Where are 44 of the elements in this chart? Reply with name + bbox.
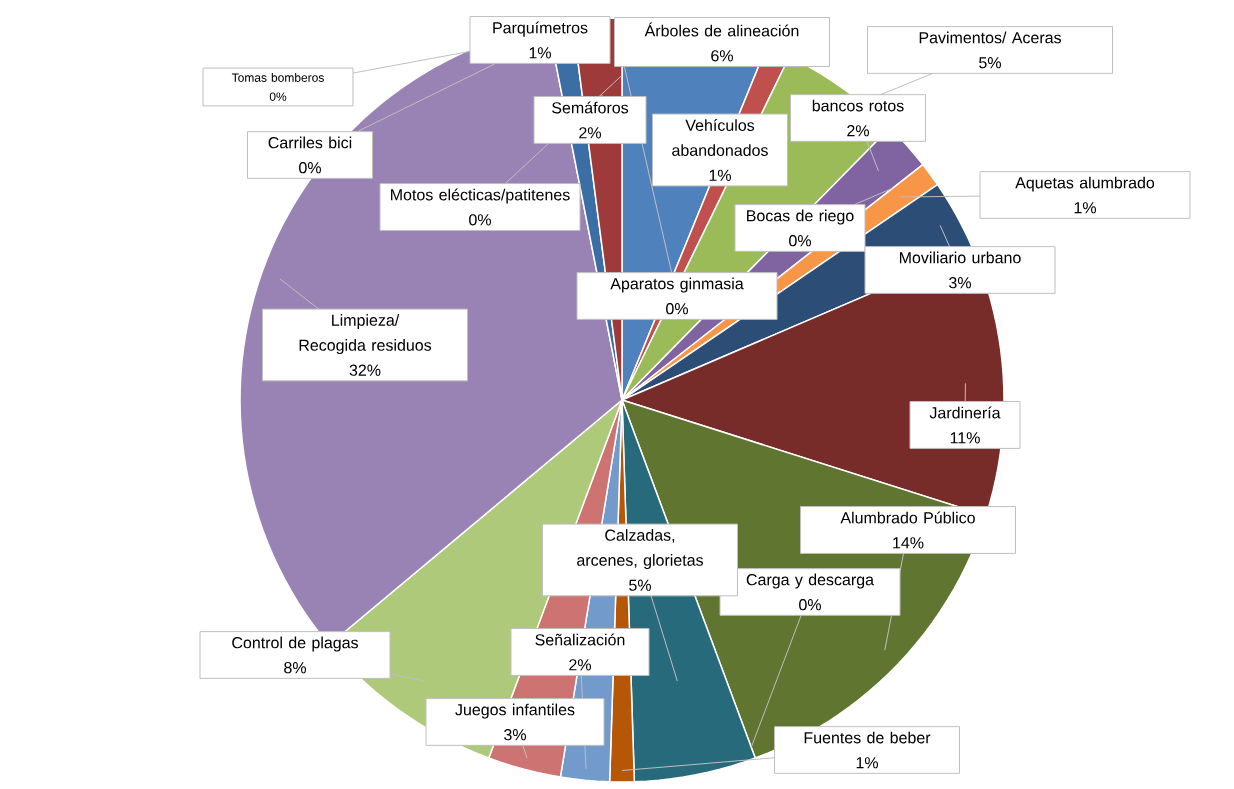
slice-label: Limpieza/ Recogida residuos <box>299 314 432 355</box>
slice-label: Jardinería <box>929 406 1001 419</box>
slice-label: Parquímetros <box>493 21 588 37</box>
data-label: 32% <box>349 364 381 376</box>
slice-label: Juegos infantiles <box>455 703 575 719</box>
slice-label: Pavimentos/ Aceras <box>919 31 1061 44</box>
data-label: 6% <box>711 50 733 62</box>
slice-label: Vehículos abandonados <box>672 119 768 156</box>
category-label: Motos elécticas/patitenes <box>391 188 570 204</box>
category-label: Aparatos ginmasia <box>610 277 744 293</box>
data-label: 5% <box>979 57 1001 69</box>
data-label: 3% <box>504 729 526 741</box>
text: 0% <box>299 162 321 174</box>
data-label: 14% <box>893 537 924 549</box>
text: 0% <box>666 303 688 315</box>
data-label: 2% <box>579 127 601 139</box>
slice-label: Fuentes de beber <box>804 731 931 744</box>
slice-label: Señalización <box>535 633 625 646</box>
category-label: Bocas de riego <box>747 209 854 225</box>
slice-label: bancos rotos <box>812 99 904 112</box>
data-label: 1% <box>709 169 731 181</box>
data-label: 3% <box>949 277 971 289</box>
text: 0% <box>799 599 821 611</box>
category-label: Tomas bomberos <box>231 73 324 82</box>
category-label: Carriles bici <box>268 136 352 149</box>
data-label: 5% <box>629 579 651 591</box>
data-label: 8% <box>284 662 306 674</box>
data-label: 2% <box>569 659 591 671</box>
data-label: 2% <box>847 125 869 137</box>
slice-label: Semáforos <box>552 101 629 114</box>
slice-label: Calzadas, arcenes, glorietas <box>577 529 703 570</box>
slice-label: Control de plagas <box>232 636 358 652</box>
data-label: 1% <box>1074 202 1096 214</box>
text: 0% <box>269 92 287 101</box>
slice-label: Moviliario urbano <box>899 251 1021 264</box>
slice-label: Alumbrado Público <box>840 511 975 524</box>
data-label: 1% <box>856 757 878 769</box>
text: 0% <box>469 214 491 226</box>
text: 0% <box>789 235 811 247</box>
data-label: 11% <box>950 432 980 444</box>
data-label: 1% <box>529 47 551 59</box>
slice-label: Aquetas alumbrado <box>1015 176 1155 192</box>
slice-label: Árboles de alineación <box>644 22 799 37</box>
category-label: Carga y descarga <box>746 573 874 589</box>
